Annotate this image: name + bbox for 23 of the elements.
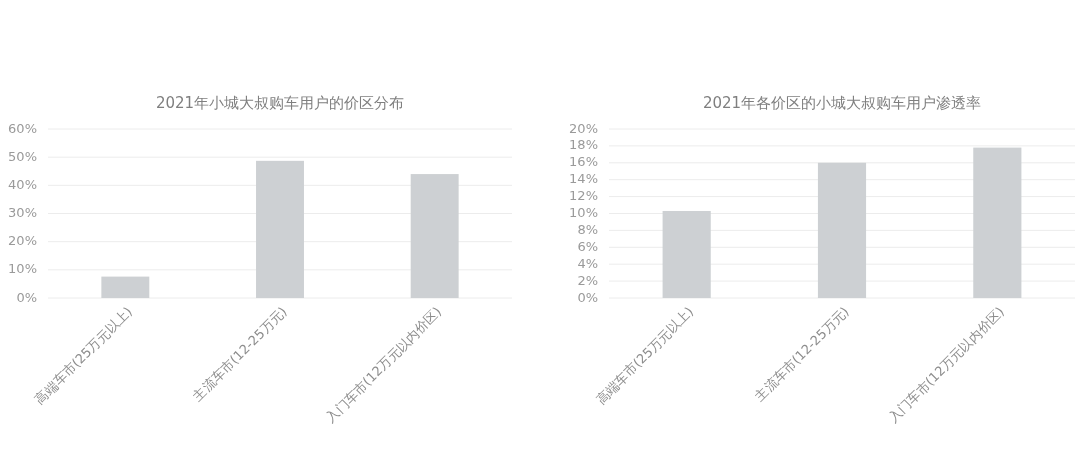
y-tick-label: 60%: [8, 120, 37, 136]
y-tick-label: 10%: [569, 205, 598, 220]
y-tick-label: 40%: [8, 176, 37, 192]
chart-title: 2021年小城大叔购车用户的价区分布: [155, 94, 405, 112]
x-tick-label: 高端车市(25万元以上): [593, 303, 697, 408]
y-tick-label: 50%: [8, 148, 37, 164]
y-tick-label: 4%: [577, 255, 598, 271]
y-tick-label: 2%: [577, 272, 598, 288]
y-tick-label: 30%: [8, 205, 37, 220]
y-tick-label: 16%: [569, 154, 598, 170]
y-tick-label: 0%: [577, 289, 598, 305]
y-tick-label: 0%: [16, 289, 37, 305]
y-tick-label: 18%: [569, 137, 598, 153]
x-tick-label: 入门车市(12万元以内价区): [885, 303, 1007, 426]
y-tick-label: 12%: [569, 188, 598, 204]
y-tick-label: 14%: [569, 171, 598, 187]
x-tick-label: 高端车市(25万元以上): [31, 303, 135, 408]
y-tick-label: 10%: [8, 261, 37, 277]
y-tick-label: 20%: [569, 120, 598, 136]
chart-title: 2021年各价区的小城大叔购车用户渗透率: [702, 94, 982, 112]
y-tick-label: 20%: [8, 233, 37, 249]
y-tick-label: 6%: [577, 238, 598, 254]
y-tick-label: 8%: [577, 221, 598, 237]
